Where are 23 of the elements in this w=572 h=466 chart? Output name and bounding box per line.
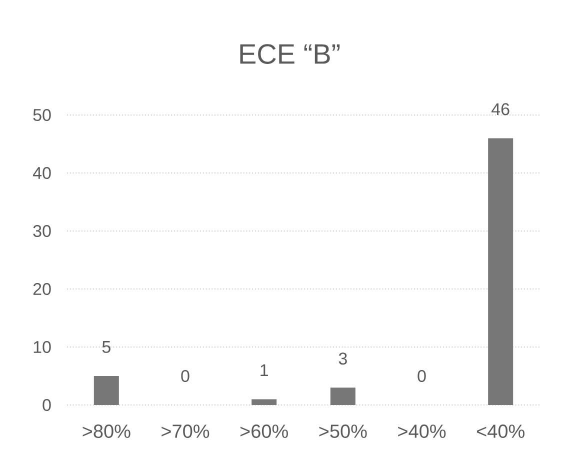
x-tick-label: >80% <box>82 424 130 438</box>
bar <box>94 376 119 405</box>
data-label: 0 <box>418 370 426 382</box>
bar <box>330 388 356 405</box>
x-tick-label: <40% <box>476 424 524 438</box>
y-tick-label: 40 <box>32 166 51 180</box>
y-tick-label: 20 <box>33 282 51 296</box>
data-label: 1 <box>260 364 268 376</box>
y-tick-label: 10 <box>34 340 51 354</box>
data-label: 5 <box>102 341 110 353</box>
data-label: 46 <box>492 103 510 116</box>
y-tick-label: 50 <box>33 108 51 122</box>
y-tick-label: 30 <box>33 224 51 238</box>
data-label: 0 <box>181 370 190 382</box>
bar <box>488 138 514 405</box>
x-tick-label: >40% <box>398 424 446 438</box>
bar <box>252 399 277 405</box>
x-tick-label: >70% <box>162 424 210 438</box>
chart-title: ECE “B” <box>240 44 340 64</box>
data-label: 3 <box>338 352 347 365</box>
y-tick-label: 0 <box>42 398 51 412</box>
x-tick-label: >50% <box>319 424 367 438</box>
x-tick-label: >60% <box>240 424 288 438</box>
